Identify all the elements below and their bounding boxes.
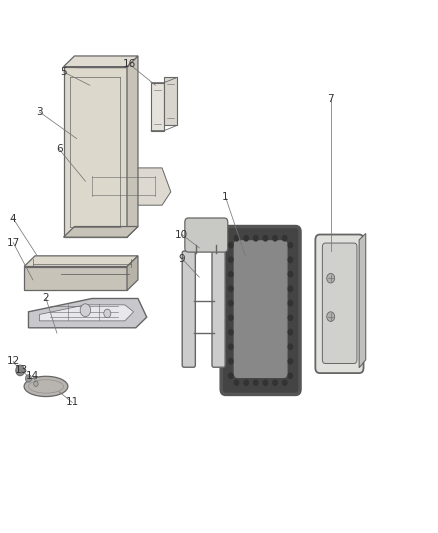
Polygon shape [359,233,366,368]
Circle shape [288,315,293,320]
Polygon shape [64,227,138,237]
Circle shape [288,359,293,364]
Text: 12: 12 [7,357,20,366]
Polygon shape [24,266,127,290]
Circle shape [288,271,293,277]
FancyBboxPatch shape [212,251,225,367]
Text: 6: 6 [56,144,63,154]
Circle shape [229,271,233,277]
Text: 7: 7 [327,94,334,103]
Circle shape [283,380,287,385]
Polygon shape [164,77,177,125]
Text: 2: 2 [42,294,49,303]
Circle shape [34,381,38,386]
Circle shape [229,286,233,292]
Circle shape [288,286,293,292]
Circle shape [283,236,287,241]
FancyBboxPatch shape [182,251,195,367]
Text: 1: 1 [222,192,229,202]
Text: 4: 4 [10,214,17,223]
Circle shape [273,236,277,241]
Circle shape [25,375,32,382]
Circle shape [104,309,111,318]
Text: 5: 5 [60,67,67,77]
Polygon shape [39,305,134,321]
Ellipse shape [24,376,68,397]
FancyBboxPatch shape [234,241,287,377]
Circle shape [229,257,233,262]
FancyBboxPatch shape [185,218,228,252]
Circle shape [288,373,293,378]
Polygon shape [127,256,138,290]
Text: 9: 9 [178,254,185,263]
Polygon shape [127,56,138,237]
Polygon shape [151,83,164,131]
Circle shape [327,273,335,283]
Circle shape [244,380,248,385]
Text: 3: 3 [36,107,43,117]
Circle shape [288,257,293,262]
Circle shape [327,312,335,321]
Circle shape [229,329,233,335]
Circle shape [229,344,233,350]
Circle shape [80,304,91,317]
Circle shape [288,344,293,350]
FancyBboxPatch shape [322,243,357,364]
Text: 16: 16 [123,59,136,69]
Circle shape [229,373,233,378]
Text: 10: 10 [175,230,188,239]
Circle shape [229,359,233,364]
Polygon shape [64,56,138,67]
Circle shape [229,301,233,306]
Circle shape [234,380,239,385]
Circle shape [244,236,248,241]
Circle shape [254,380,258,385]
Text: 13: 13 [15,366,28,375]
Circle shape [273,380,277,385]
Polygon shape [77,168,171,205]
Circle shape [229,243,233,248]
Circle shape [16,365,25,376]
Circle shape [288,243,293,248]
Polygon shape [24,256,138,266]
FancyBboxPatch shape [221,227,300,394]
Circle shape [234,236,239,241]
Circle shape [254,236,258,241]
Circle shape [288,329,293,335]
Circle shape [263,236,268,241]
Text: 14: 14 [26,371,39,381]
Text: 11: 11 [66,398,79,407]
FancyBboxPatch shape [315,235,364,373]
Circle shape [263,380,268,385]
Circle shape [288,301,293,306]
Polygon shape [28,298,147,328]
Polygon shape [64,67,127,237]
Circle shape [229,315,233,320]
Text: 17: 17 [7,238,20,247]
